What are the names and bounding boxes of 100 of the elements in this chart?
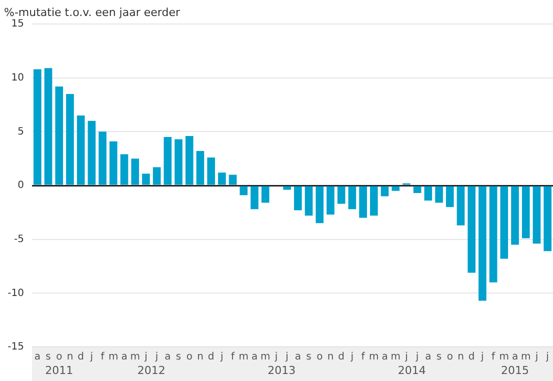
x-tick-label: s: [306, 352, 312, 363]
x-tick-label: a: [294, 352, 301, 363]
y-tick-label: -5: [14, 234, 24, 245]
x-tick-label: a: [425, 352, 432, 363]
bar: [348, 186, 356, 210]
x-tick-label: j: [220, 352, 224, 363]
text: 2015: [501, 364, 530, 377]
bar: [468, 186, 476, 273]
bar: [380, 186, 389, 196]
y-tick-label: 15: [11, 18, 24, 30]
bar: [174, 139, 182, 185]
x-tick-label: n: [66, 352, 74, 363]
x-tick-label: m: [260, 352, 270, 363]
bar: [185, 136, 194, 185]
bar: [326, 186, 334, 215]
x-tick-label: a: [164, 352, 171, 363]
x-tick-label: d: [338, 352, 345, 363]
bar: [207, 158, 215, 185]
bar: [511, 186, 519, 245]
bar: [152, 167, 161, 185]
bar: [446, 186, 454, 208]
x-tick-label: o: [186, 352, 192, 363]
bar: [88, 120, 96, 185]
bar: [250, 186, 258, 210]
x-tick-label: d: [468, 352, 475, 363]
bar: [110, 141, 118, 185]
x-tick-label: m: [369, 352, 379, 363]
bar: [435, 186, 443, 203]
y-tick-label: -10: [8, 288, 24, 299]
x-tick-label: j: [545, 352, 549, 363]
bar: [240, 186, 248, 196]
x-tick-label: a: [34, 352, 40, 363]
x-tick-label: n: [197, 352, 204, 363]
bar: [316, 186, 324, 224]
text: 2013: [268, 364, 296, 377]
y-tick-label: 5: [18, 126, 24, 138]
bar: [55, 86, 64, 185]
x-tick-label: j: [350, 352, 354, 363]
x-tick-label: d: [78, 352, 84, 363]
x-tick-label: s: [176, 352, 182, 363]
bar: [228, 174, 237, 185]
bar: [218, 172, 226, 185]
x-tick-label: m: [130, 352, 140, 363]
bar: [359, 186, 367, 218]
x-tick-label: s: [436, 352, 442, 363]
bar: [478, 186, 486, 301]
bar: [196, 151, 204, 185]
bar: [544, 186, 552, 252]
text: 2011: [45, 364, 74, 377]
x-tick-label: m: [238, 352, 249, 363]
x-tick-label: f: [492, 352, 496, 363]
x-tick-label: f: [361, 352, 366, 363]
x-tick-label: f: [231, 352, 236, 363]
bar: [456, 186, 465, 226]
bar: [142, 174, 150, 185]
x-tick-label: o: [316, 352, 323, 363]
x-tick-label: s: [46, 352, 51, 363]
y-tick-label: 10: [11, 72, 24, 84]
x-tick-label: n: [458, 352, 464, 363]
bar: [120, 154, 128, 185]
x-tick-label: a: [382, 352, 388, 363]
bar: [131, 158, 140, 185]
x-tick-label: a: [121, 352, 128, 363]
bar: [413, 186, 422, 194]
x-tick-label: j: [144, 352, 148, 363]
bar: [283, 186, 291, 190]
x-tick-label: o: [446, 352, 453, 363]
bar: [164, 137, 172, 185]
bar: [261, 186, 270, 203]
bar: [304, 186, 313, 216]
x-tick-label: m: [390, 352, 400, 363]
x-tick-label: m: [520, 352, 531, 363]
bar: [337, 186, 346, 204]
x-tick-label: j: [404, 352, 408, 363]
bar: [532, 186, 541, 244]
text: 2012: [137, 364, 166, 377]
bar: [98, 132, 106, 185]
x-tick-label: m: [108, 352, 118, 363]
bar: [370, 186, 378, 216]
x-tick-label: f: [100, 352, 105, 363]
bar: [392, 186, 400, 191]
bar: [424, 186, 432, 201]
x-tick-label: j: [534, 352, 538, 363]
y-tick-label: -15: [8, 342, 24, 353]
x-tick-label: m: [499, 352, 510, 363]
x-tick-label: j: [414, 352, 419, 363]
text: 2014: [398, 364, 426, 377]
y-axis-title: %-mutatie t.o.v. een jaar eerder: [4, 6, 180, 19]
bar: [500, 186, 508, 259]
bar: [44, 68, 52, 185]
bar: [76, 116, 85, 185]
bar: [489, 186, 498, 282]
y-tick-label: 0: [18, 180, 24, 192]
x-tick-label: j: [284, 352, 288, 363]
x-tick-label: o: [56, 352, 62, 363]
x-tick-label: j: [274, 352, 278, 363]
x-tick-label: j: [89, 352, 94, 363]
x-tick-label: n: [327, 352, 334, 363]
bar: [66, 94, 74, 185]
bar: [34, 69, 42, 185]
